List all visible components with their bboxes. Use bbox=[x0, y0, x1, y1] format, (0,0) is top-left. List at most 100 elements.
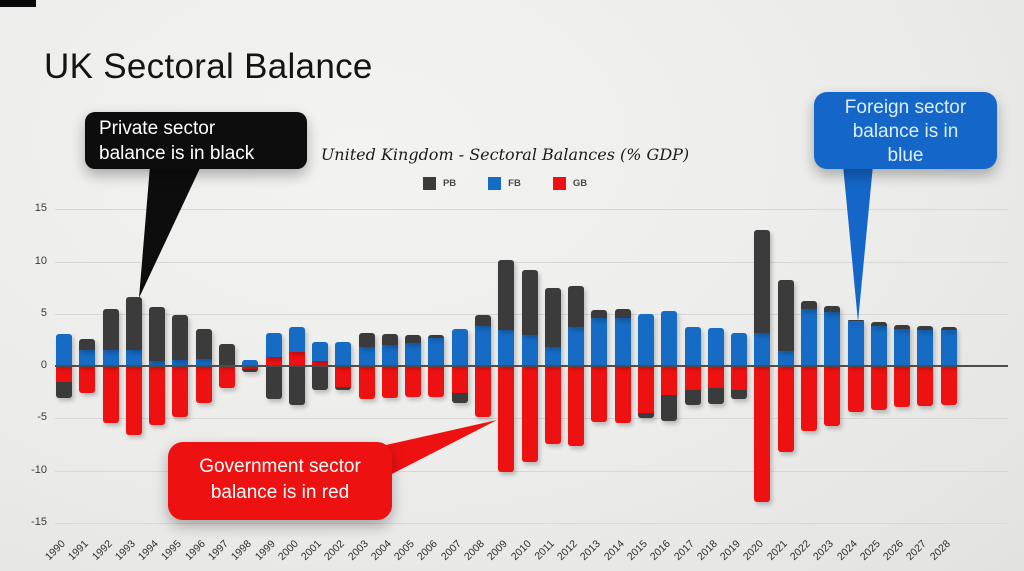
bar-2010-pb-segment bbox=[521, 269, 538, 335]
bar-2019-gb-segment bbox=[731, 366, 748, 391]
gridline-15 bbox=[55, 209, 1008, 211]
y-axis-label-0: 0 bbox=[40, 359, 47, 371]
bar-2020-pb-segment bbox=[754, 230, 771, 333]
bar-1998-fb-segment bbox=[242, 359, 259, 366]
bar-2018-pb-segment bbox=[707, 387, 724, 404]
private-sector-callout: Private sector balance is in black bbox=[85, 112, 307, 169]
bar-2024-fb-segment bbox=[847, 321, 864, 366]
bar-2026-gb-segment bbox=[894, 366, 911, 407]
bar-2023-fb-segment bbox=[824, 311, 841, 366]
bar-2028-fb-segment bbox=[940, 330, 957, 366]
bar-2011-fb-segment bbox=[544, 347, 561, 366]
y-axis-label-15: 15 bbox=[34, 202, 47, 215]
bar-2012-pb-segment bbox=[568, 285, 585, 328]
bar-2011-pb-segment bbox=[544, 287, 561, 348]
bar-2009-pb-segment bbox=[498, 260, 515, 331]
bar-2022-fb-segment bbox=[800, 308, 817, 366]
foreign-callout-line3: blue bbox=[887, 145, 924, 166]
bar-2002-pb-segment bbox=[335, 386, 352, 391]
bar-2017-gb-segment bbox=[684, 366, 701, 391]
bar-2001-gb-segment bbox=[312, 360, 329, 366]
bar-2009-fb-segment bbox=[498, 330, 515, 366]
bar-2002-gb-segment bbox=[335, 366, 352, 387]
bar-2017-pb-segment bbox=[684, 390, 701, 405]
bar-1999-fb-segment bbox=[265, 332, 282, 357]
bar-2008-fb-segment bbox=[475, 326, 492, 366]
foreign-callout-line1: Foreign sector bbox=[844, 97, 967, 118]
legend-swatch-fb bbox=[488, 177, 502, 190]
government-sector-callout: Government sector balance is in red bbox=[168, 442, 392, 520]
y-axis-label-10: 10 bbox=[34, 254, 47, 267]
bar-2002-fb-segment bbox=[335, 341, 352, 366]
bar-2001-fb-segment bbox=[312, 341, 329, 361]
bar-2013-gb-segment bbox=[591, 366, 608, 423]
bar-2000-fb-segment bbox=[288, 327, 305, 353]
legend-label-pb: PB bbox=[442, 178, 457, 189]
government-callout-line1: Government sector bbox=[199, 456, 361, 477]
bar-2014-fb-segment bbox=[614, 317, 631, 366]
government-callout-line2: balance is in red bbox=[210, 482, 350, 503]
bar-2016-fb-segment bbox=[661, 310, 678, 366]
bar-2005-gb-segment bbox=[405, 366, 422, 398]
bar-1999-gb-segment bbox=[265, 356, 282, 366]
bar-1991-gb-segment bbox=[79, 366, 96, 394]
bar-1996-fb-segment bbox=[195, 358, 212, 366]
bar-1996-pb-segment bbox=[195, 329, 212, 359]
legend-label-gb: GB bbox=[572, 178, 588, 189]
bar-2020-gb-segment bbox=[754, 366, 771, 502]
bar-1993-gb-segment bbox=[125, 366, 142, 435]
bar-2024-gb-segment bbox=[847, 366, 864, 412]
bar-2011-gb-segment bbox=[544, 366, 561, 445]
bar-1992-gb-segment bbox=[102, 366, 119, 424]
bar-2013-pb-segment bbox=[591, 309, 608, 318]
page-title: UK Sectoral Balance bbox=[44, 47, 373, 87]
bar-2019-fb-segment bbox=[731, 332, 748, 366]
bar-1995-pb-segment bbox=[172, 314, 189, 360]
bar-1999-pb-segment bbox=[265, 366, 282, 400]
bar-2027-fb-segment bbox=[917, 330, 934, 366]
chart-title: United Kingdom - Sectoral Balances (% GD… bbox=[320, 145, 690, 164]
bar-1992-pb-segment bbox=[102, 308, 119, 351]
bar-2014-pb-segment bbox=[614, 308, 631, 318]
y-axis-label--5: -5 bbox=[37, 411, 47, 424]
legend-item-pb: PB bbox=[422, 177, 457, 190]
bar-2023-pb-segment bbox=[824, 306, 841, 312]
legend-item-gb: GB bbox=[552, 177, 588, 190]
bar-2000-pb-segment bbox=[288, 366, 305, 405]
bar-2010-fb-segment bbox=[521, 334, 538, 366]
foreign-callout-line2: balance is in bbox=[852, 121, 959, 142]
private-callout-line1: Private sector bbox=[99, 118, 216, 139]
bar-2025-gb-segment bbox=[870, 366, 887, 410]
bar-2003-fb-segment bbox=[358, 347, 375, 366]
bar-2016-pb-segment bbox=[661, 395, 678, 422]
bar-2027-pb-segment bbox=[917, 326, 934, 331]
bar-1998-gb-segment bbox=[242, 366, 259, 370]
bar-2020-fb-segment bbox=[754, 332, 771, 366]
corner-mark bbox=[0, 0, 36, 7]
gridline--15 bbox=[55, 522, 1008, 524]
bar-2012-gb-segment bbox=[568, 366, 585, 447]
legend-swatch-gb bbox=[552, 177, 566, 190]
bar-2006-fb-segment bbox=[428, 337, 445, 366]
bar-2005-pb-segment bbox=[405, 334, 422, 343]
gridline--10 bbox=[55, 470, 1008, 472]
chart-legend: PB FB GB bbox=[55, 177, 955, 190]
bar-2028-gb-segment bbox=[940, 366, 957, 405]
bar-1995-fb-segment bbox=[172, 359, 189, 366]
bar-2025-pb-segment bbox=[870, 322, 887, 327]
bar-2004-gb-segment bbox=[381, 366, 398, 399]
bar-2009-gb-segment bbox=[498, 366, 515, 472]
bar-2028-pb-segment bbox=[940, 327, 957, 331]
bar-2022-pb-segment bbox=[800, 301, 817, 309]
bar-1996-gb-segment bbox=[195, 366, 212, 403]
legend-swatch-pb bbox=[422, 177, 436, 190]
bar-2006-pb-segment bbox=[428, 334, 445, 338]
bar-2025-fb-segment bbox=[870, 326, 887, 366]
bar-2012-fb-segment bbox=[568, 327, 585, 366]
foreign-sector-callout: Foreign sector balance is in blue bbox=[814, 92, 997, 169]
y-axis-label--15: -15 bbox=[31, 515, 47, 528]
private-callout-line2: balance is in black bbox=[99, 143, 255, 164]
bar-2023-gb-segment bbox=[824, 366, 841, 426]
bar-2004-pb-segment bbox=[381, 333, 398, 346]
bar-2021-gb-segment bbox=[777, 366, 794, 452]
